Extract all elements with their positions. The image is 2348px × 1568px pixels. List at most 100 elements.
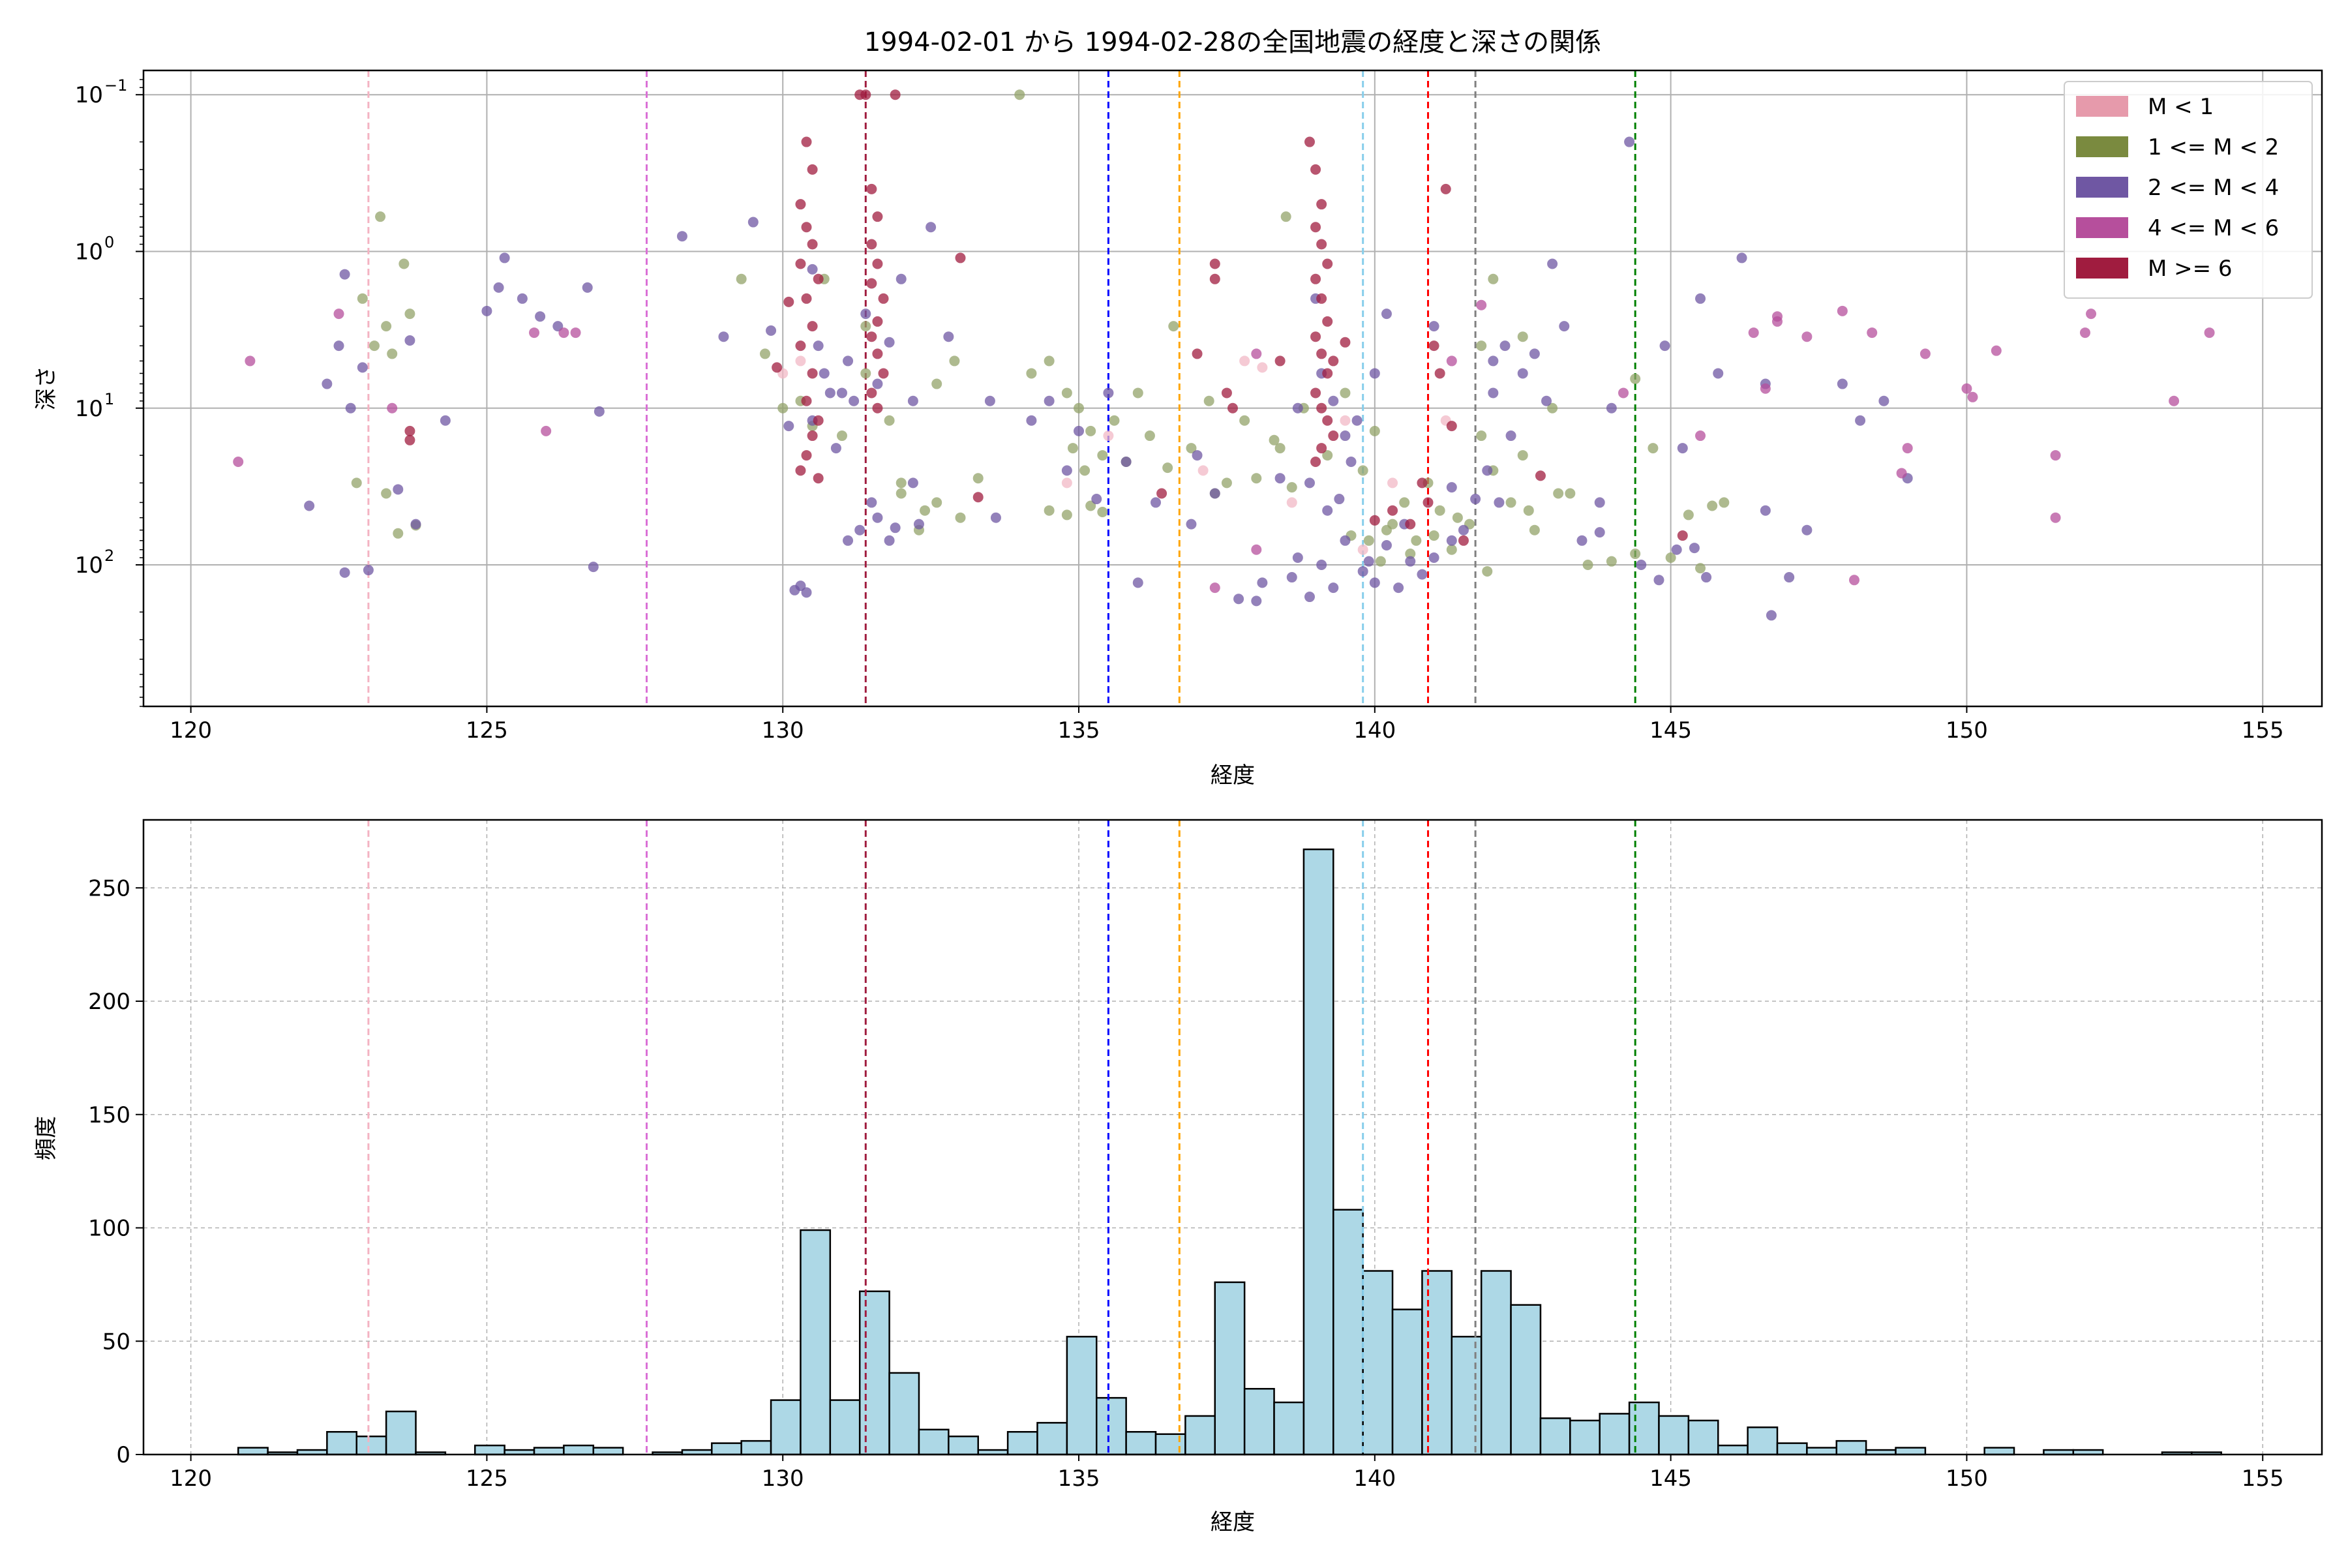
histogram-bar xyxy=(1391,1308,1423,1456)
scatter-point xyxy=(1132,577,1143,588)
scatter-point xyxy=(404,309,415,320)
scatter-point xyxy=(1316,560,1327,571)
histogram-bar xyxy=(1628,1401,1660,1456)
legend-label: 2 <= M < 4 xyxy=(2148,175,2279,201)
scatter-point xyxy=(1251,473,1262,484)
scatter-point xyxy=(541,425,552,436)
histogram-bar xyxy=(1273,1401,1305,1456)
scatter-y-tick-exponent: −1 xyxy=(104,76,127,95)
scatter-point xyxy=(860,309,871,320)
scatter-point xyxy=(801,395,812,406)
scatter-series xyxy=(404,89,1688,546)
scatter-point xyxy=(1476,299,1487,310)
scatter-point xyxy=(1458,524,1469,535)
scatter-point xyxy=(783,296,794,307)
scatter-point xyxy=(890,89,901,100)
scatter-point xyxy=(1061,465,1072,476)
scatter-point xyxy=(1387,519,1398,530)
scatter-point xyxy=(1417,477,1428,489)
scatter-point xyxy=(1369,368,1380,379)
scatter-point xyxy=(872,512,883,523)
scatter-point xyxy=(1251,544,1262,555)
scatter-point xyxy=(813,415,824,426)
scatter-point xyxy=(381,321,392,332)
scatter-y-axis-label: 深さ xyxy=(33,366,59,410)
histogram-bar xyxy=(1776,1442,1808,1456)
scatter-point xyxy=(1499,340,1511,352)
scatter-point xyxy=(920,505,931,516)
legend-box xyxy=(2064,81,2313,299)
scatter-point xyxy=(1630,373,1641,384)
scatter-point xyxy=(1316,199,1327,210)
histogram-bar xyxy=(1332,1209,1364,1456)
scatter-point xyxy=(1801,524,1813,535)
scatter-point xyxy=(896,477,907,489)
scatter-x-tick-label: 140 xyxy=(1353,717,1396,744)
scatter-point xyxy=(387,402,398,414)
scatter-point xyxy=(1192,348,1203,359)
scatter-point xyxy=(1251,348,1262,359)
scatter-point xyxy=(404,335,415,346)
scatter-point xyxy=(801,222,812,233)
histogram-bar xyxy=(1539,1417,1571,1456)
scatter-point xyxy=(1428,552,1439,564)
scatter-point xyxy=(1274,473,1286,484)
scatter-point xyxy=(363,565,374,576)
scatter-point xyxy=(1695,430,1706,442)
scatter-x-tick-label: 120 xyxy=(170,717,212,744)
histogram-bar xyxy=(385,1410,417,1456)
scatter-point xyxy=(369,340,380,352)
histogram-x-tick-label: 135 xyxy=(1058,1466,1100,1492)
scatter-point xyxy=(1322,415,1333,426)
scatter-point xyxy=(1144,430,1155,442)
histogram-bar xyxy=(474,1444,505,1456)
scatter-point xyxy=(1405,549,1416,560)
scatter-point xyxy=(1357,565,1368,577)
scatter-point xyxy=(1280,211,1291,222)
histogram-bar xyxy=(1125,1431,1157,1456)
scatter-point xyxy=(1446,482,1457,493)
scatter-point xyxy=(1357,465,1368,476)
scatter-point xyxy=(1446,421,1457,432)
scatter-point xyxy=(351,477,362,489)
legend-label: M < 1 xyxy=(2148,94,2214,120)
scatter-point xyxy=(1085,425,1096,436)
histogram-bar xyxy=(1480,1270,1512,1456)
scatter-point xyxy=(1286,572,1297,583)
histogram-bar xyxy=(858,1290,890,1456)
scatter-point xyxy=(1476,430,1487,442)
scatter-point xyxy=(1079,465,1091,476)
legend-swatch xyxy=(2076,96,2128,117)
scatter-point xyxy=(1772,316,1783,327)
scatter-point xyxy=(1677,530,1688,541)
scatter-point xyxy=(2204,327,2215,339)
scatter-point xyxy=(1387,477,1398,489)
scatter-point xyxy=(1618,387,1629,399)
scatter-point xyxy=(1529,348,1540,359)
scatter-point xyxy=(1428,321,1439,332)
scatter-point xyxy=(896,488,907,499)
histogram-bar xyxy=(1983,1447,2015,1456)
scatter-point xyxy=(339,269,350,280)
scatter-point xyxy=(1340,337,1351,348)
scatter-point xyxy=(1310,222,1321,233)
scatter-point xyxy=(807,430,818,442)
scatter-point xyxy=(1381,539,1392,550)
scatter-point xyxy=(481,305,492,316)
scatter-point xyxy=(795,465,806,476)
scatter-point xyxy=(1719,497,1730,508)
scatter-point xyxy=(1683,509,1694,520)
scatter-point xyxy=(1470,494,1481,505)
scatter-point xyxy=(387,348,398,359)
scatter-point xyxy=(493,282,504,293)
scatter-point xyxy=(1286,482,1297,493)
histogram-bars xyxy=(237,848,2222,1456)
scatter-point xyxy=(2086,309,2097,320)
scatter-point xyxy=(866,387,877,399)
scatter-point xyxy=(499,252,510,264)
scatter-point xyxy=(1837,305,1848,316)
scatter-point xyxy=(872,211,883,222)
histogram-bar xyxy=(1895,1447,1927,1456)
histogram-bar xyxy=(1096,1396,1127,1456)
scatter-point xyxy=(878,368,889,379)
